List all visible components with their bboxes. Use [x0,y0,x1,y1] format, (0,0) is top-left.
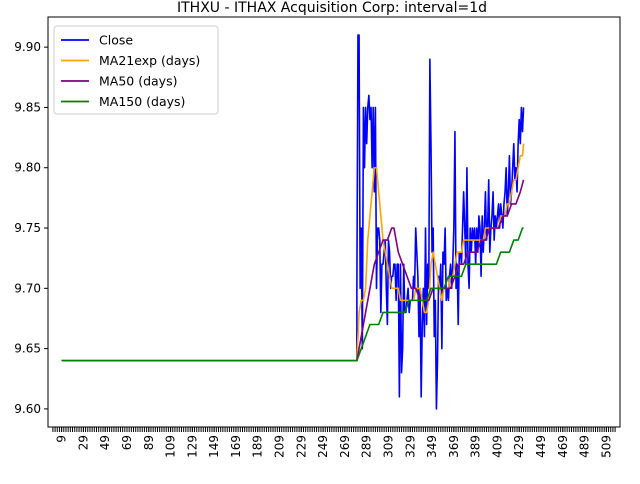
legend-label-2: MA50 (days) [99,74,177,89]
x-tick-label-329: 329 [403,435,417,458]
x-tick-label-69: 69 [120,435,134,450]
x-tick-label-49: 49 [98,435,112,450]
legend-label-3: MA150 (days) [99,94,185,109]
chart-title: ITHXU - ITHAX Acquisition Corp: interval… [177,0,487,16]
x-tick-label-189: 189 [251,435,265,458]
x-tick-label-489: 489 [578,435,592,458]
y-tick-label-9.85: 9.85 [14,100,41,114]
x-tick-label-109: 109 [164,435,178,458]
legend-label-1: MA21exp (days) [99,53,200,68]
x-tick-label-229: 229 [294,435,308,458]
y-axis: 9.60 9.65 9.70 9.75 9.80 9.85 9.90 [14,40,48,416]
y-tick-label-9.60: 9.60 [14,402,41,416]
x-tick-label-9: 9 [55,435,69,443]
legend-label-0: Close [99,33,133,48]
y-tick-label-9.70: 9.70 [14,281,41,295]
x-tick-label-449: 449 [534,435,548,458]
y-tick-label-9.75: 9.75 [14,221,41,235]
legend: Close MA21exp (days) MA50 (days) MA150 (day… [53,25,219,115]
x-tick-label-89: 89 [142,435,156,450]
series-layer [61,34,525,410]
x-tick-label-349: 349 [425,435,439,458]
y-tick-label-9.90: 9.90 [14,40,41,54]
x-tick-label-29: 29 [76,435,90,450]
y-tick-label-9.65: 9.65 [14,342,41,356]
x-tick-label-289: 289 [360,435,374,458]
x-tick-label-169: 169 [229,435,243,458]
x-axis: 9 29 49 69 89 109 129 149 169 189 209 229 249 269 289 3… [52,427,616,458]
x-tick-label-409: 409 [490,435,504,458]
x-tick-label-249: 249 [316,435,330,458]
y-tick-label-9.80: 9.80 [14,161,41,175]
x-tick-label-309: 309 [381,435,395,458]
x-tick-label-129: 129 [185,435,199,458]
x-tick-label-269: 269 [338,435,352,458]
x-tick-label-389: 389 [469,435,483,458]
series-line-3 [61,227,524,362]
x-tick-label-509: 509 [599,435,613,458]
legend-box [53,25,219,115]
x-tick-label-469: 469 [556,435,570,458]
x-tick-label-429: 429 [512,435,526,458]
x-tick-label-209: 209 [273,435,287,458]
x-tick-label-149: 149 [207,435,221,458]
x-tick-label-369: 369 [447,435,461,458]
